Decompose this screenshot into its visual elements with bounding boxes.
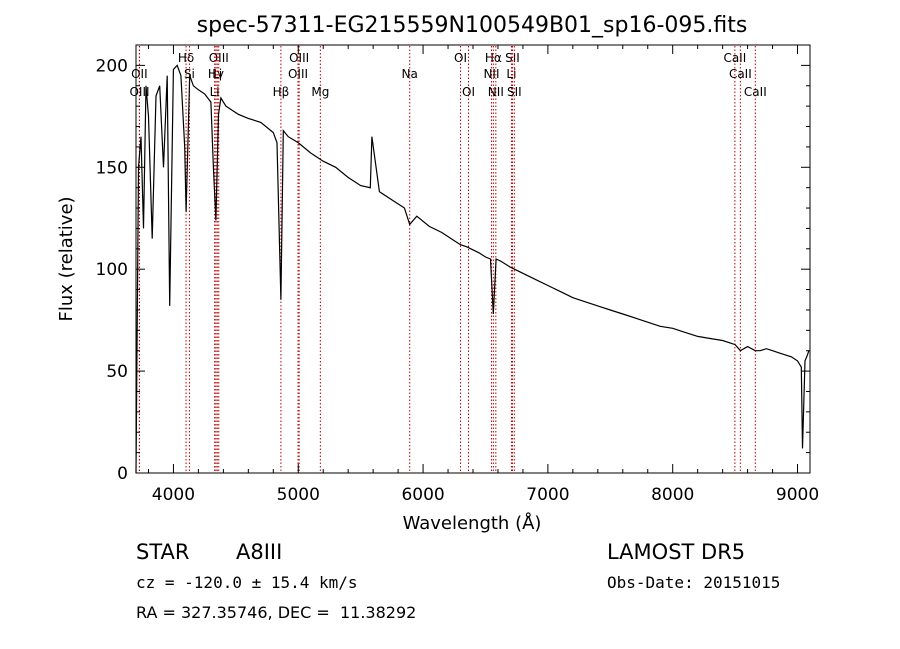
line-marker-label: CaII: [723, 51, 746, 65]
chart-title: spec-57311-EG215559N100549B01_sp16-095.f…: [197, 13, 748, 38]
line-marker-label: Hβ: [273, 85, 290, 99]
y-tick-label: 100: [96, 260, 128, 280]
x-tick-label: 7000: [526, 485, 569, 505]
y-tick-label: 0: [117, 464, 128, 484]
coordinates: RA = 327.35746, DEC = 11.38292: [136, 603, 417, 622]
line-marker-label: CaII: [729, 67, 752, 81]
line-marker-label: OIII: [209, 51, 229, 65]
line-marker-label: Na: [402, 67, 418, 81]
line-marker-label: OI: [454, 51, 467, 65]
line-marker-label: Si: [184, 67, 195, 81]
observation-date: Obs-Date: 20151015: [607, 573, 781, 592]
line-marker-label: Li: [210, 85, 220, 99]
line-marker-label: OIII: [129, 85, 149, 99]
x-tick-label: 4000: [152, 485, 195, 505]
radial-velocity: cz = -120.0 ± 15.4 km/s: [136, 573, 358, 592]
line-marker-label: OIII: [288, 67, 308, 81]
line-marker-label: Li: [212, 67, 222, 81]
line-marker-label: OI: [462, 85, 475, 99]
line-marker-label: Mg: [311, 85, 329, 99]
survey-name: LAMOST DR5: [607, 540, 746, 564]
line-marker-label: SII: [507, 85, 522, 99]
x-axis-label: Wavelength (Å): [403, 512, 542, 534]
spectral-subclass: A8III: [236, 540, 283, 564]
y-tick-label: 50: [106, 362, 128, 382]
y-axis: 0 50 100 150 200: [96, 56, 810, 484]
line-marker-label: NII: [483, 67, 499, 81]
line-marker-label: Hδ: [178, 51, 194, 65]
y-tick-label: 200: [96, 56, 128, 76]
x-axis: 4000 5000 6000 7000 8000 9000: [147, 45, 819, 505]
x-tick-label: 9000: [776, 485, 819, 505]
y-tick-label: 150: [96, 158, 128, 178]
line-marker-label: NII: [488, 85, 504, 99]
line-marker-label: Li: [506, 67, 516, 81]
line-marker-label: OIII: [289, 51, 309, 65]
x-tick-label: 8000: [651, 485, 694, 505]
object-type: STAR: [136, 540, 190, 564]
plot-frame: [135, 44, 811, 474]
spectrum-line: [135, 64, 810, 474]
line-marker-label: Hα: [485, 51, 502, 65]
line-marker-label: Hγ: [208, 67, 224, 81]
x-tick-label: 6000: [401, 485, 444, 505]
y-axis-label: Flux (relative): [56, 196, 77, 321]
line-marker-label: CaII: [744, 85, 767, 99]
x-tick-label: 5000: [277, 485, 320, 505]
line-marker-label: SII: [505, 51, 520, 65]
